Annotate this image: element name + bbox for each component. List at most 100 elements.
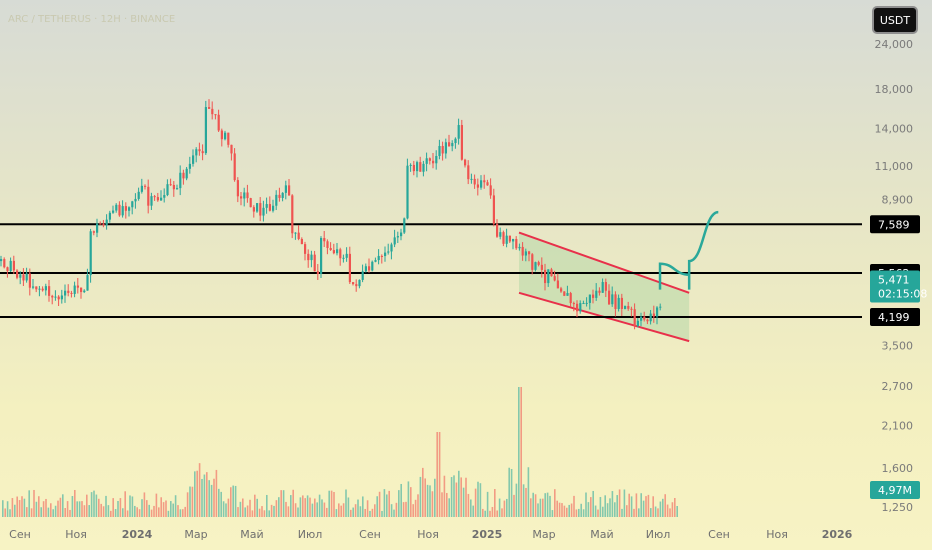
candle-body [595, 290, 598, 298]
volume-bar [520, 387, 522, 517]
price-axis[interactable]: 24,000 18,000 14,000 11,000 8,900 3,500 2,700 2… [875, 38, 914, 514]
volume-bar [28, 490, 30, 517]
volume-bar [146, 500, 148, 517]
volume-bar [477, 481, 479, 517]
volume-bar [496, 510, 498, 517]
candle-body [336, 249, 339, 254]
volume-bar [455, 482, 458, 517]
candle-body [409, 164, 412, 166]
candle-body [48, 286, 51, 296]
volume-bar [422, 467, 424, 517]
volume-bar [659, 501, 662, 517]
x-tick-label: Июл [646, 528, 671, 541]
volume-bar [105, 495, 107, 517]
volume-bar [441, 492, 443, 517]
volume-bar [263, 510, 266, 517]
volume-bar [614, 502, 616, 517]
volume-bar [201, 478, 203, 517]
volume-bar [110, 510, 112, 517]
volume-bar [638, 508, 640, 517]
candle-body [345, 253, 348, 258]
volume-bar [323, 502, 326, 517]
volume-bar [374, 504, 376, 517]
candle-body [76, 285, 79, 288]
candle-body [147, 186, 150, 206]
candle-body [444, 142, 447, 154]
candle-body [198, 149, 201, 152]
volume-bar [587, 502, 590, 517]
x-tick-label: Мар [532, 528, 555, 541]
volume-bar [93, 490, 95, 517]
time-axis[interactable]: Сен Ноя 2024 Мар Май Июл Сен Ноя 2025 Мар Май Июл Се… [9, 528, 852, 541]
candle-body [284, 185, 287, 193]
candle-body [659, 306, 662, 308]
volume-bar [414, 499, 417, 517]
volume-bar [198, 463, 201, 517]
volume-bar [321, 499, 323, 517]
volume-bar [575, 509, 578, 517]
volume-bar [184, 506, 186, 517]
candle-body [508, 235, 511, 242]
candle-body [57, 296, 60, 300]
volume-bar [76, 501, 78, 517]
volume-bar [491, 506, 494, 517]
volume-bar [268, 510, 270, 517]
candle-body [598, 290, 601, 293]
candle-body [380, 255, 383, 257]
candle-body [288, 185, 291, 196]
candle-body [169, 184, 172, 186]
candle-body [524, 251, 527, 256]
candle-body [390, 244, 393, 252]
candle-body [150, 196, 153, 206]
candle-body [176, 188, 179, 190]
current-price-label-text: 5,471 [878, 274, 910, 287]
volume-bar [333, 491, 335, 517]
volume-bar [402, 502, 405, 517]
volume-bar [256, 498, 258, 517]
candle-body [428, 158, 431, 161]
y-tick-label: 3,500 [882, 340, 914, 353]
volume-bar [554, 489, 556, 517]
candle-body [124, 206, 127, 211]
volume-bar [676, 505, 678, 517]
x-tick-label: Мар [184, 528, 207, 541]
volume-bar [518, 387, 520, 517]
volume-bar [398, 490, 400, 517]
volume-bar [633, 508, 635, 517]
candle-body [310, 254, 313, 261]
volume-bar [537, 503, 539, 517]
candle-body [256, 203, 259, 212]
candle-body [528, 251, 531, 255]
x-tick-label: 2025 [472, 528, 503, 541]
current-price-label-text: 02:15:08 [878, 288, 927, 301]
volume-bar [122, 508, 124, 517]
volume-bar [153, 505, 155, 517]
candle-body [563, 291, 566, 296]
volume-bar [434, 478, 436, 517]
volume-bar [42, 501, 45, 517]
volume-bar [419, 476, 422, 517]
currency-button[interactable]: USDT [872, 6, 918, 34]
candle-body [22, 274, 25, 281]
volume-bar [458, 470, 460, 517]
candle-body [483, 180, 486, 183]
candle-body [601, 282, 604, 293]
volume-bar [23, 498, 26, 517]
candle-body [451, 143, 454, 147]
volume-bar [74, 489, 76, 517]
candle-body [281, 192, 284, 198]
volume-bar [182, 509, 184, 517]
volume-bar [412, 504, 414, 517]
current-price-label [870, 270, 920, 303]
volume-bar [234, 485, 237, 517]
volume-bar [266, 494, 268, 517]
volume-bar [54, 505, 57, 517]
candle-body [438, 145, 441, 156]
candle-body [377, 255, 380, 261]
volume-bar [609, 498, 611, 517]
volume-bar [364, 508, 366, 517]
volume-bar [498, 498, 501, 517]
candle-body [214, 114, 217, 116]
